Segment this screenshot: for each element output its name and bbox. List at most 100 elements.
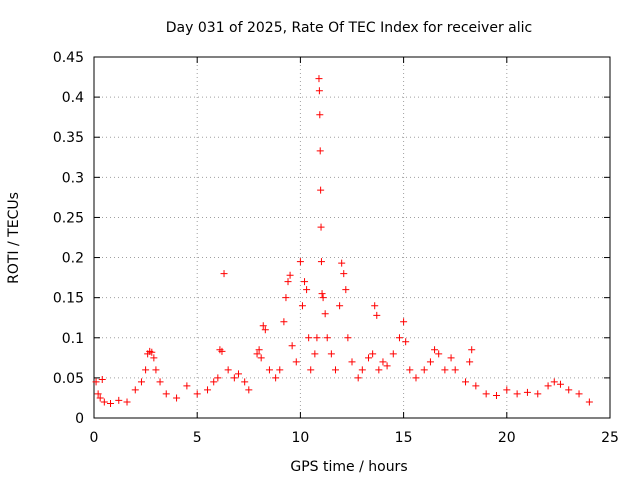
data-point: [379, 358, 387, 366]
data-point: [96, 394, 104, 402]
data-point: [286, 271, 294, 279]
data-point: [214, 374, 222, 382]
data-point: [513, 390, 521, 398]
data-point: [318, 290, 326, 298]
data-point: [150, 354, 158, 362]
data-point: [98, 375, 106, 383]
data-point: [556, 380, 564, 388]
data-point: [234, 370, 242, 378]
x-tick-label: 25: [601, 430, 619, 446]
data-point: [575, 390, 583, 398]
data-point: [317, 223, 325, 231]
y-tick-label: 0.25: [53, 210, 84, 226]
data-point: [389, 350, 397, 358]
data-point: [284, 278, 292, 286]
data-point: [313, 334, 321, 342]
data-point: [468, 346, 476, 354]
data-point: [482, 390, 490, 398]
data-point: [94, 390, 102, 398]
data-point: [282, 294, 290, 302]
data-point: [301, 278, 309, 286]
data-point: [115, 396, 123, 404]
data-point: [265, 366, 273, 374]
data-point: [534, 390, 542, 398]
data-point: [100, 398, 108, 406]
data-point: [230, 374, 238, 382]
x-tick-label: 5: [193, 430, 202, 446]
data-point: [371, 302, 379, 310]
y-tick-label: 0.15: [53, 291, 84, 307]
data-point: [373, 311, 381, 319]
data-point: [472, 382, 480, 390]
data-point: [358, 366, 366, 374]
data-point: [544, 382, 552, 390]
data-point: [342, 286, 350, 294]
data-point: [316, 147, 324, 155]
data-point: [307, 366, 315, 374]
data-point: [565, 386, 573, 394]
data-point: [210, 378, 218, 386]
data-point: [317, 258, 325, 266]
data-point: [319, 294, 327, 302]
x-tick-label: 20: [498, 430, 516, 446]
data-point: [156, 378, 164, 386]
data-point: [148, 348, 156, 356]
data-point: [280, 318, 288, 326]
data-point: [162, 390, 170, 398]
x-axis-label: GPS time / hours: [290, 459, 407, 475]
y-tick-label: 0.35: [53, 130, 84, 146]
data-point: [344, 334, 352, 342]
data-point: [315, 87, 323, 95]
data-point: [503, 386, 511, 394]
data-point: [321, 310, 329, 318]
data-point: [466, 358, 474, 366]
data-point: [288, 342, 296, 350]
data-point: [137, 378, 145, 386]
data-point: [204, 386, 212, 394]
plot-border: [93, 56, 611, 419]
data-point: [142, 366, 150, 374]
grid-lines: [94, 57, 610, 418]
data-point: [255, 346, 263, 354]
data-point: [451, 366, 459, 374]
data-point: [261, 326, 269, 334]
y-tick-label: 0.4: [62, 90, 84, 106]
y-tick-label: 0.45: [53, 50, 84, 66]
data-point: [253, 350, 261, 358]
data-point: [123, 398, 131, 406]
data-point: [462, 378, 470, 386]
data-point: [131, 386, 139, 394]
data-point: [435, 350, 443, 358]
x-tick-label: 0: [90, 430, 99, 446]
data-point: [152, 366, 160, 374]
data-point: [315, 75, 323, 83]
data-point: [296, 258, 304, 266]
y-tick-label: 0.1: [62, 331, 84, 347]
y-tick-label: 0.05: [53, 371, 84, 387]
data-point: [354, 374, 362, 382]
data-point: [585, 398, 593, 406]
data-point: [311, 350, 319, 358]
data-point: [348, 358, 356, 366]
data-point: [336, 302, 344, 310]
data-point: [412, 374, 420, 382]
data-point: [107, 400, 115, 408]
axis-ticks: 0 5 10 15 20 25 0 0.05 0.1 0.15 0.2 0.25 0.3 0.35 0.4 0…: [53, 50, 619, 446]
data-point: [303, 286, 311, 294]
data-point: [340, 270, 348, 278]
data-point: [383, 362, 391, 370]
data-point: [375, 366, 383, 374]
data-point: [400, 318, 408, 326]
data-point: [224, 366, 232, 374]
data-point: [523, 388, 531, 396]
data-point: [173, 394, 181, 402]
data-point: [241, 378, 249, 386]
data-point: [259, 322, 267, 330]
data-point: [257, 354, 265, 362]
data-point: [550, 378, 558, 386]
y-tick-label: 0.2: [62, 251, 84, 267]
data-point: [193, 390, 201, 398]
data-point: [316, 111, 324, 119]
data-point: [426, 358, 434, 366]
